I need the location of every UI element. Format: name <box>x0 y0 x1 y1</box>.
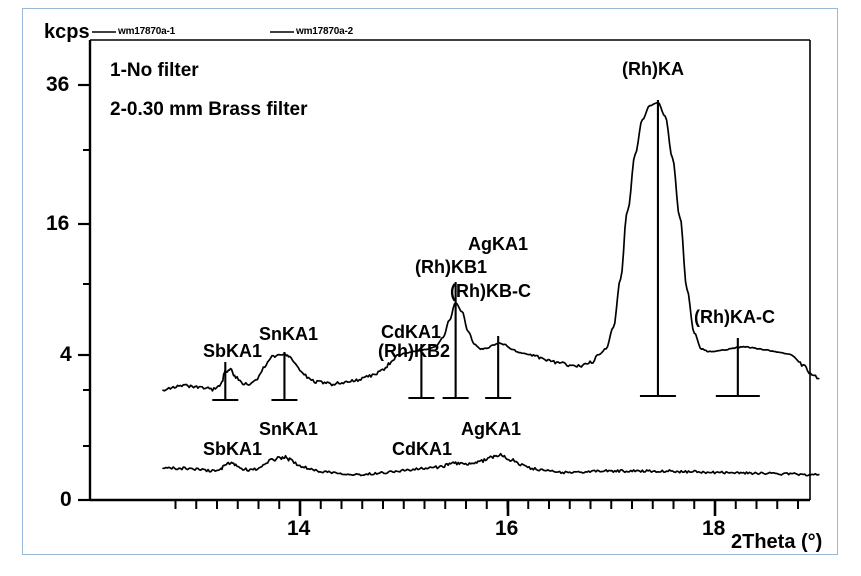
peak-label-upper: (Rh)KB1 <box>415 257 487 277</box>
y-tick-label: 0 <box>60 488 72 511</box>
peak-label-upper: (Rh)KB2 <box>378 341 450 361</box>
y-axis-ticks <box>78 83 90 502</box>
peak-marker-sticks <box>212 100 760 402</box>
note-brass-filter: 2-0.30 mm Brass filter <box>110 99 308 120</box>
y-tick-label: 36 <box>46 73 70 96</box>
peak-label-lower: AgKA1 <box>461 419 522 439</box>
y-axis-unit-label: kcps <box>44 21 90 43</box>
trace-wm17870a-1 <box>162 101 820 392</box>
x-axis-ticks <box>174 500 799 516</box>
peak-label-upper: CdKA1 <box>381 322 442 342</box>
y-tick-label: 16 <box>46 212 70 235</box>
x-axis-title: 2Theta (°) <box>731 531 823 553</box>
peak-label-upper: (Rh)KB-C <box>450 281 531 301</box>
legend-entry-label: wm17870a-2 <box>296 26 353 37</box>
trace-wm17870a-2 <box>162 452 820 477</box>
x-tick-label: 14 <box>287 517 311 540</box>
peak-label-lower: SnKA1 <box>259 419 319 439</box>
note-no-filter: 1-No filter <box>110 60 199 81</box>
legend-entry-label: wm17870a-1 <box>118 26 175 37</box>
x-tick-label: 18 <box>702 517 726 540</box>
peak-label-upper: (Rh)KA-C <box>694 307 775 327</box>
peak-label-lower: SbKA1 <box>203 439 263 459</box>
y-tick-label: 4 <box>60 343 72 366</box>
x-tick-label: 16 <box>495 517 519 540</box>
peak-label-upper: SbKA1 <box>203 341 263 361</box>
y-axis-minor-ticks <box>83 149 90 447</box>
peak-label-upper: AgKA1 <box>468 234 529 254</box>
peak-label-upper: (Rh)KA <box>622 59 684 79</box>
figure-border <box>22 8 838 555</box>
peak-label-upper: SnKA1 <box>259 324 319 344</box>
plot-frame <box>88 39 811 502</box>
peak-label-lower: CdKA1 <box>392 439 453 459</box>
